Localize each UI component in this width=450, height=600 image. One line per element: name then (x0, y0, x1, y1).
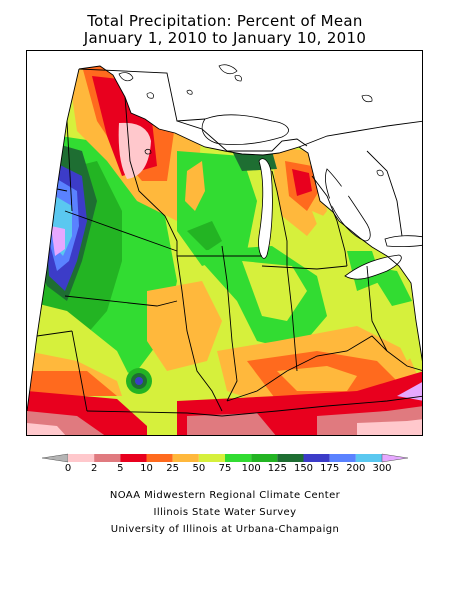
legend-swatch (303, 454, 330, 462)
legend-swatch (277, 454, 304, 462)
legend-colorbar (41, 453, 409, 463)
legend-label: 25 (166, 463, 180, 474)
legend-swatch (172, 454, 199, 462)
legend-label: 175 (320, 463, 340, 474)
credit-line2: Illinois State Water Survey (153, 507, 297, 518)
state-boundaries (27, 65, 422, 417)
map-title-line2: January 1, 2010 to January 10, 2010 (83, 29, 367, 47)
credit-line1: NOAA Midwestern Regional Climate Center (109, 490, 341, 501)
legend-swatch (146, 454, 173, 462)
precipitation-map (26, 50, 423, 436)
legend-swatch (225, 454, 252, 462)
legend-label: 200 (346, 463, 366, 474)
legend-label: 50 (192, 463, 206, 474)
legend-swatch (94, 454, 121, 462)
map-title-line1: Total Precipitation: Percent of Mean (87, 12, 363, 30)
precipitation-fill (27, 66, 422, 435)
legend-swatch (251, 454, 278, 462)
legend-label: 75 (218, 463, 232, 474)
legend-swatch (198, 454, 225, 462)
northern-lakes (118, 64, 384, 177)
legend-swatch (68, 454, 95, 462)
legend-label: 125 (267, 463, 287, 474)
legend-label: 100 (241, 463, 261, 474)
legend-swatch (329, 454, 356, 462)
legend-label: 300 (372, 463, 392, 474)
legend-swatch (355, 454, 382, 462)
legend-label: 150 (293, 463, 314, 474)
legend-arrow-low (41, 453, 69, 463)
legend-arrow-high (381, 453, 409, 463)
great-lakes (201, 114, 422, 280)
legend-swatch (120, 454, 147, 462)
legend-label: 5 (117, 463, 124, 474)
credit-line3: University of Illinois at Urbana-Champai… (110, 524, 340, 535)
legend-label: 10 (140, 463, 153, 474)
legend-label: 0 (64, 463, 72, 474)
legend-label: 2 (90, 463, 98, 474)
